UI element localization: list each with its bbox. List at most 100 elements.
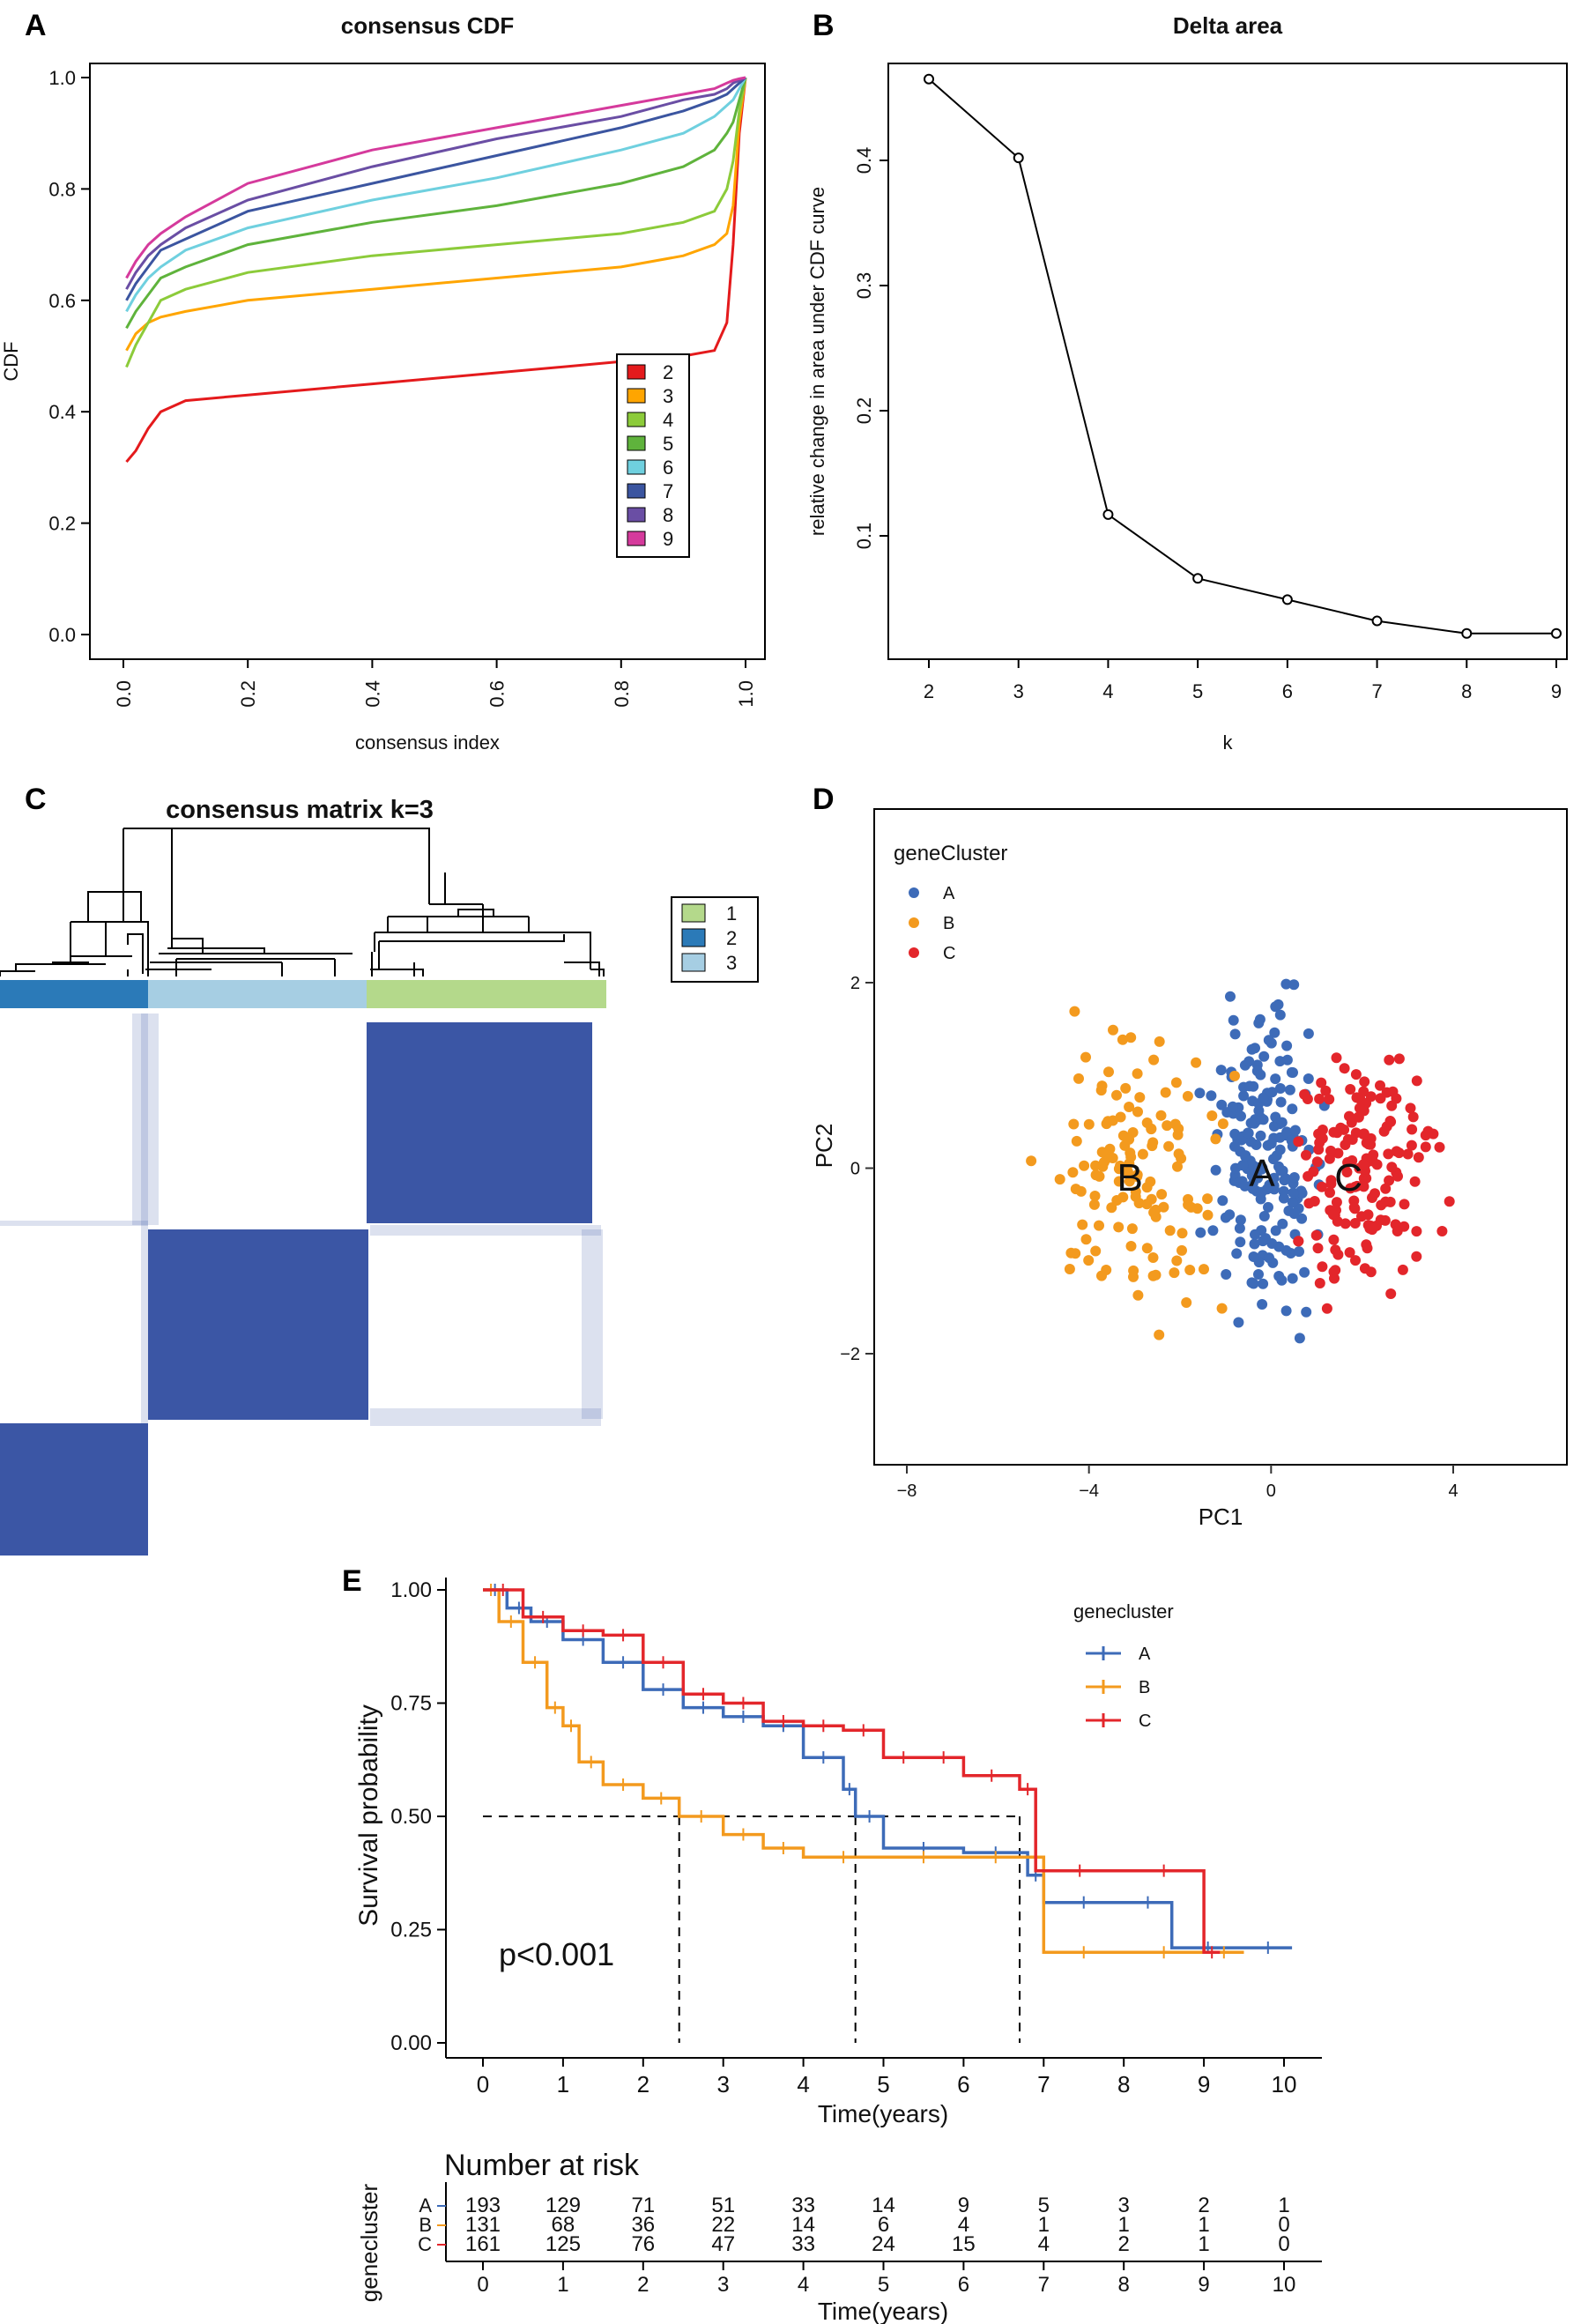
risk-cell: 193 [465,2194,501,2217]
pca-point-B [1096,1080,1108,1092]
pca-point-C [1342,1157,1354,1168]
km-xtick-label: 7 [1037,2071,1050,2098]
cdf-legend-swatch [627,388,646,404]
delta-point [1013,152,1024,164]
pca-legend-dot-C [909,947,919,958]
cdf-xlabel: consensus index [355,731,500,754]
km-censor-B [695,1810,707,1823]
pca-point-C [1325,1187,1335,1199]
cdf-line-k4 [125,77,747,368]
pca-point-C [1384,1054,1395,1065]
delta-ytick-label: 0.4 [853,147,875,174]
pca-point-B [1117,1192,1129,1203]
cdf-legend-swatch [627,507,646,523]
delta-xtick-label: 9 [1551,680,1562,702]
pca-point-A [1274,1144,1286,1155]
pca-ylabel: PC2 [811,1124,837,1169]
risk-cell: 6 [878,2213,889,2237]
pca-point-B [1156,1189,1168,1200]
pca-point-A [1294,1246,1304,1258]
pca-legend-dot-A [909,887,919,898]
pca-point-B [1065,1247,1077,1259]
km-censor-B [838,1851,850,1864]
pca-point-A [1237,1160,1249,1171]
km-censor-C [938,1751,949,1764]
km-censor-B [530,1656,541,1669]
pca-point-B [1102,1116,1114,1127]
pca-point-A [1284,1084,1295,1095]
pca-point-C [1303,1198,1315,1209]
km-xtick-label: 5 [877,2071,889,2098]
pca-point-B [1132,1106,1143,1117]
pca-point-B [1126,1223,1138,1235]
km-xtick-label: 10 [1272,2071,1297,2098]
pca-point-B [1147,1270,1159,1281]
pca-point-A [1258,1092,1269,1103]
pca-point-B [1120,1082,1132,1094]
pca-point-B [1094,1220,1104,1231]
pca-point-A [1286,1066,1297,1078]
pca-point-C [1391,1093,1402,1104]
pca-point-B [1146,1193,1157,1205]
pca-point-B [1108,1024,1118,1036]
cdf-legend-label: 5 [663,433,673,455]
km-legend-label: A [1139,1645,1151,1664]
pca-point-C [1376,1199,1387,1211]
km-ytick-label: 1.00 [390,1578,432,1602]
pca-point-C [1344,1247,1355,1259]
cdf-ytick-label: 0.8 [48,178,76,200]
risk-cell: 36 [631,2213,655,2237]
pca-point-A [1254,1014,1266,1025]
risk-cell: 5 [1038,2194,1050,2217]
km-censor-C [697,1688,709,1701]
pca-point-A [1253,1162,1264,1173]
pca-point-A [1195,1227,1206,1238]
pca-point-B [1217,1118,1228,1130]
pca-point-A [1258,1051,1270,1062]
pca-point-A [1303,1073,1314,1084]
risk-row-label-B: B [419,2214,432,2236]
cdf-line-k7 [125,76,746,301]
pca-point-A [1268,1172,1280,1184]
pca-point-B [1185,1201,1197,1213]
pca-point-A [1227,1101,1238,1112]
pca-point-C [1397,1264,1408,1275]
pca-point-A [1281,1040,1293,1051]
pca-point-A [1270,1001,1281,1013]
pca-point-C [1328,1234,1340,1245]
cdf-ytick-label: 1.0 [48,67,76,89]
pca-ytick-label: 0 [850,1160,860,1179]
pca-point-B [1155,1110,1167,1121]
risk-cell: 1 [1198,2213,1209,2237]
pca-point-A [1270,1225,1281,1236]
pca-point-C [1365,1266,1377,1278]
pca-point-A [1253,1269,1264,1280]
pca-point-A [1249,1238,1260,1250]
pca-point-A [1261,1184,1273,1195]
cdf-legend-swatch [627,483,646,499]
pca-point-C [1434,1141,1445,1153]
pca-point-C [1420,1141,1431,1153]
risk-xtick-label: 2 [637,2273,649,2297]
cdf-line-k8 [125,76,746,290]
risk-xtick-label: 1 [557,2273,568,2297]
cdf-legend-label: 9 [663,528,673,550]
pca-point-C [1331,1197,1342,1208]
pca-point-A [1287,1273,1298,1284]
cdf-ytick-label: 0.6 [48,290,76,312]
cdf-legend-label: 8 [663,504,673,526]
heatmap-legend-swatch [681,953,706,972]
heatmap-stripe [0,1221,148,1226]
km-censor-C [538,1610,549,1623]
pca-point-C [1312,1243,1324,1254]
pca-xlabel: PC1 [1199,1504,1243,1530]
delta-xtick-label: 6 [1282,680,1293,702]
pca-point-A [1239,1180,1251,1192]
pca-point-B [1170,1077,1182,1088]
pca-point-A [1273,1241,1285,1252]
pca-point-B [1141,1182,1153,1193]
km-censor-C [618,1629,629,1642]
risk-cell: 14 [872,2194,895,2217]
cdf-legend-swatch [627,412,646,427]
cdf-legend-swatch [627,364,646,380]
